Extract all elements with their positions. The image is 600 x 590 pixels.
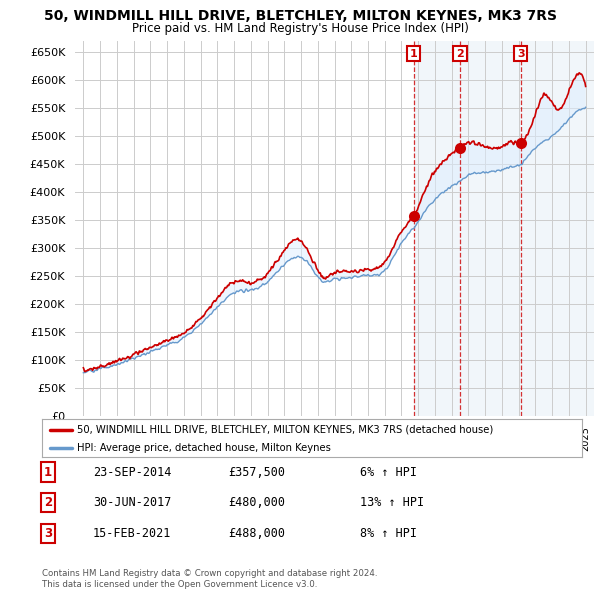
Text: 13% ↑ HPI: 13% ↑ HPI	[360, 496, 424, 509]
Text: 3: 3	[44, 527, 52, 540]
Text: £480,000: £480,000	[228, 496, 285, 509]
Text: 6% ↑ HPI: 6% ↑ HPI	[360, 466, 417, 478]
Text: Contains HM Land Registry data © Crown copyright and database right 2024.
This d: Contains HM Land Registry data © Crown c…	[42, 569, 377, 589]
Text: 1: 1	[410, 48, 418, 58]
Text: 2: 2	[44, 496, 52, 509]
Text: 30-JUN-2017: 30-JUN-2017	[93, 496, 172, 509]
Text: 50, WINDMILL HILL DRIVE, BLETCHLEY, MILTON KEYNES, MK3 7RS: 50, WINDMILL HILL DRIVE, BLETCHLEY, MILT…	[44, 9, 557, 23]
Text: 1: 1	[44, 466, 52, 478]
Text: 2: 2	[456, 48, 464, 58]
Text: 8% ↑ HPI: 8% ↑ HPI	[360, 527, 417, 540]
Text: 15-FEB-2021: 15-FEB-2021	[93, 527, 172, 540]
Text: £357,500: £357,500	[228, 466, 285, 478]
Text: 23-SEP-2014: 23-SEP-2014	[93, 466, 172, 478]
Text: Price paid vs. HM Land Registry's House Price Index (HPI): Price paid vs. HM Land Registry's House …	[131, 22, 469, 35]
Text: £488,000: £488,000	[228, 527, 285, 540]
Text: 50, WINDMILL HILL DRIVE, BLETCHLEY, MILTON KEYNES, MK3 7RS (detached house): 50, WINDMILL HILL DRIVE, BLETCHLEY, MILT…	[77, 425, 493, 435]
Text: 3: 3	[517, 48, 524, 58]
Bar	[413, 41, 594, 416]
Text: HPI: Average price, detached house, Milton Keynes: HPI: Average price, detached house, Milt…	[77, 442, 331, 453]
